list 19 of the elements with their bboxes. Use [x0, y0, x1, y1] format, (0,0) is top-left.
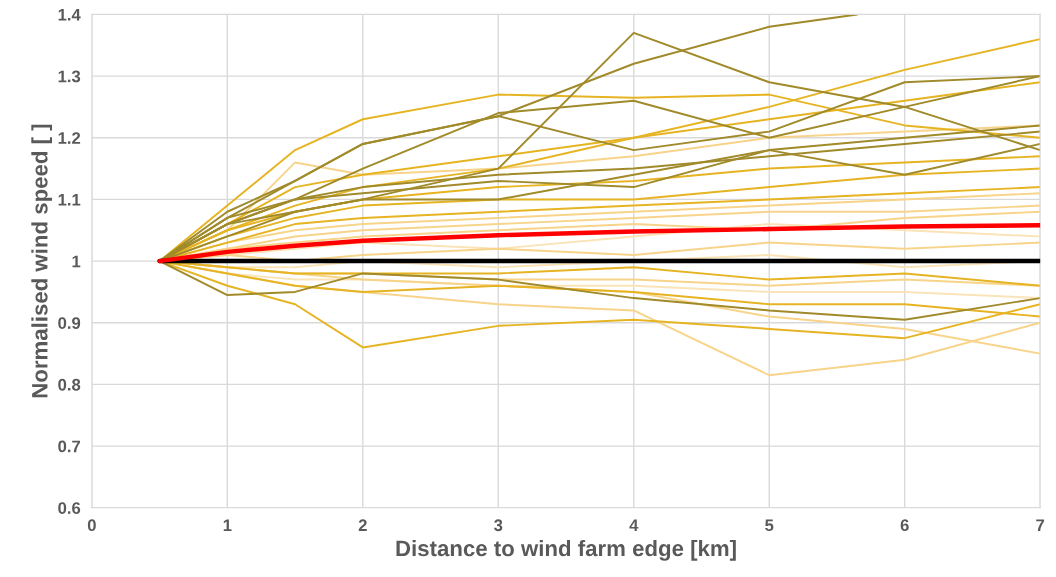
x-tick-label: 2	[358, 519, 367, 531]
x-tick-label: 1	[223, 519, 232, 531]
y-tick-label: 1.4	[58, 9, 81, 21]
y-tick-label: 0.6	[58, 502, 81, 514]
x-tick-label: 4	[629, 519, 639, 531]
x-tick-label: 0	[87, 519, 96, 532]
x-tick-label: 3	[494, 519, 503, 532]
y-tick-label: 1.3	[58, 70, 81, 83]
y-tick-label: 0.9	[58, 317, 81, 329]
x-tick-label: 5	[765, 519, 774, 532]
x-tick-label: 6	[900, 519, 909, 532]
y-tick-label: 0.7	[58, 440, 81, 453]
y-tick-label: 1.2	[58, 132, 81, 144]
y-axis-title: Normalised wind speed [ ]	[31, 124, 53, 398]
x-axis-title: Distance to wind farm edge [km]	[396, 539, 736, 561]
y-tick-label: 0.8	[58, 378, 81, 391]
y-tick-label: 1	[72, 255, 81, 268]
y-tick-label: 1.1	[58, 194, 81, 206]
x-tick-label: 7	[1036, 519, 1045, 531]
